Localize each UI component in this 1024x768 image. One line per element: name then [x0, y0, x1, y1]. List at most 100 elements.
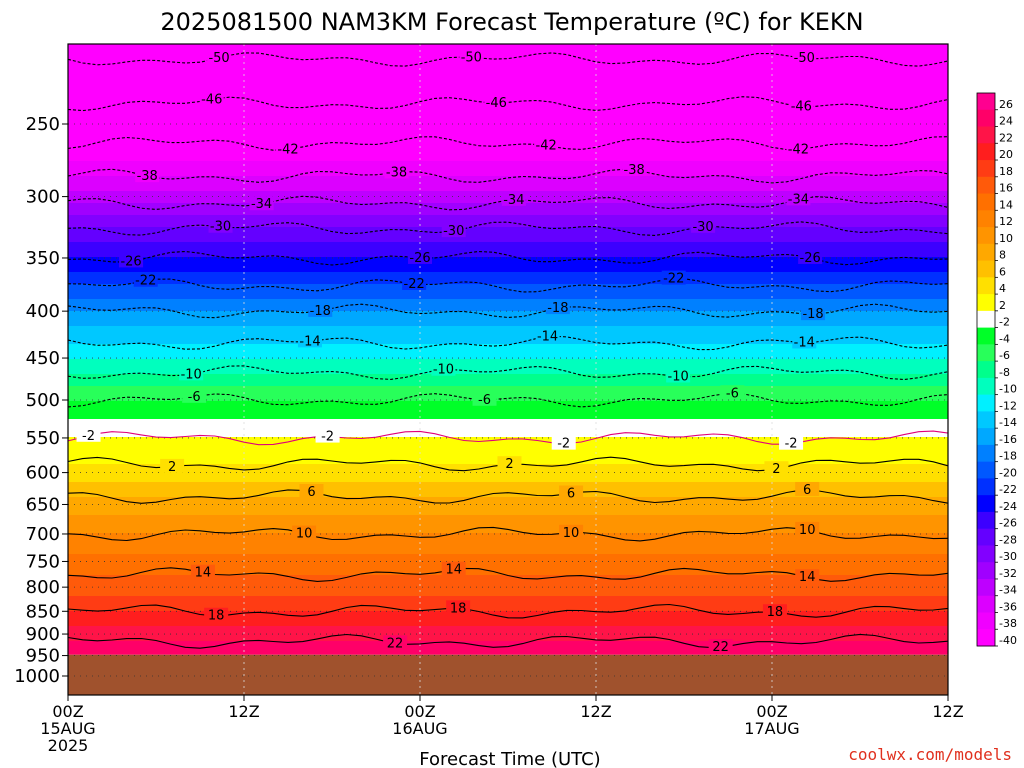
temperature-band — [68, 212, 948, 216]
colorbar-swatch — [977, 511, 995, 530]
temperature-band — [68, 311, 948, 315]
temperature-band — [68, 374, 948, 378]
temperature-band — [68, 350, 948, 354]
contour-label: 2 — [168, 460, 176, 475]
contour-label: 22 — [387, 636, 404, 651]
contour-label: 6 — [567, 487, 575, 502]
temperature-band — [68, 386, 948, 390]
contour-label: -30 — [692, 220, 713, 235]
temperature-band — [68, 299, 948, 303]
temperature-band — [68, 65, 948, 69]
colorbar-label: -40 — [999, 634, 1017, 647]
temperature-band — [68, 602, 948, 606]
temperature-band — [68, 293, 948, 297]
contour-label: 10 — [296, 527, 313, 542]
temperature-band — [68, 188, 948, 192]
temperature-band — [68, 257, 948, 261]
temperature-band — [68, 218, 948, 222]
temperature-band — [68, 92, 948, 96]
contour-label: 6 — [803, 483, 811, 498]
contour-label-bg — [786, 141, 811, 156]
temperature-band — [68, 248, 948, 252]
colorbar-swatch — [977, 612, 995, 630]
temperature-band — [68, 371, 948, 375]
contour-label-bg — [691, 218, 716, 233]
contour-line — [67, 633, 949, 649]
contour-label-bg — [208, 218, 233, 233]
contour-label: -34 — [251, 197, 272, 212]
temperature-band — [68, 587, 948, 591]
temperature-band — [68, 503, 948, 507]
temperature-band — [68, 569, 948, 573]
y-tick-label: 750 — [26, 551, 60, 572]
temperature-band — [68, 614, 948, 618]
contour-label-bg — [661, 270, 686, 285]
temperature-band — [68, 362, 948, 366]
temperature-band — [68, 74, 948, 78]
contour-label-bg — [431, 361, 456, 376]
contour-label-bg — [119, 253, 144, 268]
colorbar-swatch — [977, 595, 995, 613]
contour-label: -34 — [503, 193, 524, 208]
contour-label-bg — [801, 306, 826, 321]
temperature-band — [68, 296, 948, 300]
colorbar-label: -18 — [999, 450, 1017, 463]
contour-label-bg — [441, 561, 466, 576]
contour-line — [67, 365, 949, 381]
contour-label-bg — [179, 366, 204, 381]
contour-label: -26 — [800, 251, 821, 266]
x-tick-label: 12Z — [228, 702, 259, 721]
contour-label-bg — [190, 564, 215, 579]
y-tick-label: 950 — [26, 646, 60, 667]
temperature-band — [68, 425, 948, 429]
contour-label: -22 — [135, 274, 156, 289]
colorbar-label: -38 — [999, 617, 1017, 630]
temperature-band — [68, 443, 948, 447]
colorbar-label: 6 — [999, 265, 1006, 278]
temperature-band — [68, 347, 948, 351]
temperature-band — [68, 635, 948, 639]
contour-label-bg — [199, 91, 224, 106]
contour-label-bg — [534, 137, 559, 152]
colorbar-swatch — [977, 545, 995, 563]
temperature-band — [68, 596, 948, 600]
temperature-band — [68, 356, 948, 360]
temperature-band — [68, 527, 948, 531]
contour-label-bg — [559, 524, 584, 539]
temperature-band — [68, 623, 948, 627]
temperature-band — [68, 506, 948, 510]
temperature-band — [68, 344, 948, 348]
colorbar-label: -2 — [999, 316, 1010, 329]
temperature-band — [68, 287, 948, 291]
contour-label: -46 — [486, 96, 507, 111]
contour-label: -50 — [208, 51, 229, 66]
contour-line — [67, 168, 949, 184]
colorbar: 26 24 22 20 18 16 14 12 10 8 6 4 2 -2 -4 -6 -8 -10 -12 -14 -… — [976, 92, 1017, 647]
colorbar-swatch — [977, 93, 995, 111]
contour-label: 10 — [799, 523, 816, 538]
y-tick-label: 650 — [26, 494, 60, 515]
colorbar-swatch — [977, 562, 995, 580]
below-ground-layer — [68, 654, 948, 695]
temperature-band — [68, 326, 948, 330]
temperature-band — [68, 611, 948, 615]
contour-label: -50 — [794, 51, 815, 66]
temperature-band — [68, 128, 948, 132]
temperature-band — [68, 245, 948, 249]
contour-label: 2 — [505, 457, 513, 472]
colorbar-label: 4 — [999, 282, 1006, 295]
temperature-band — [68, 407, 948, 411]
temperature-band — [68, 179, 948, 183]
contour-label: -22 — [663, 272, 684, 287]
temperature-band — [68, 395, 948, 399]
contour-label: 10 — [563, 526, 580, 541]
temperature-band — [68, 482, 948, 486]
y-tick-label: 600 — [26, 463, 60, 484]
contour-label: -2 — [785, 437, 798, 452]
colorbar-swatch — [977, 528, 995, 546]
contour-label-bg — [133, 272, 158, 287]
temperature-band — [68, 605, 948, 609]
temperature-band — [68, 554, 948, 558]
y-tick-label: 550 — [26, 428, 60, 449]
